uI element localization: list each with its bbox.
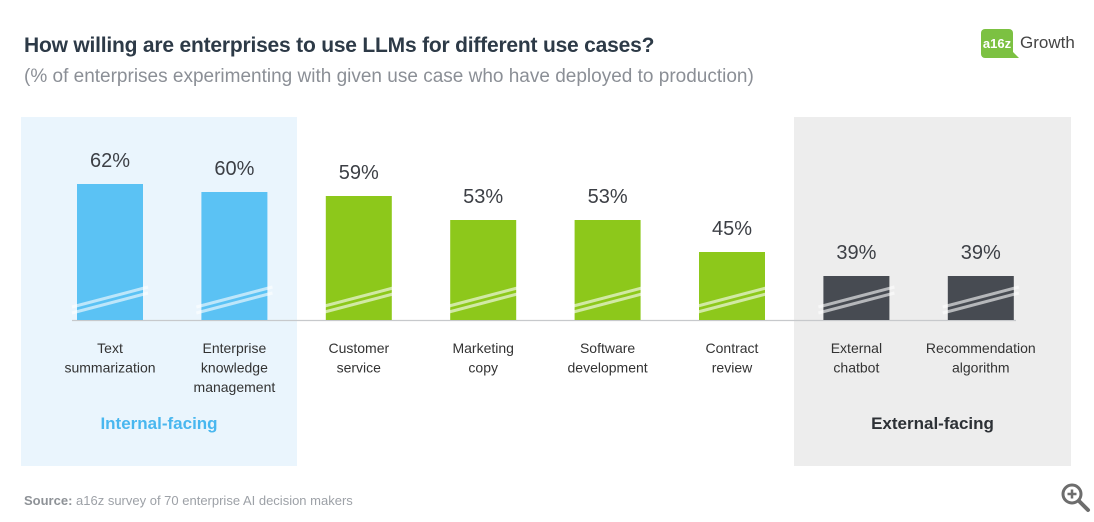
- axis-break-mark: [71, 285, 149, 309]
- category-label-software-development: Software: [580, 340, 635, 356]
- external-facing-label: External-facing: [871, 414, 994, 433]
- chart-subtitle: (% of enterprises experimenting with giv…: [24, 66, 754, 87]
- category-label-marketing-copy: copy: [468, 360, 498, 376]
- axis-break-mark: [942, 291, 1020, 315]
- category-label-recommendation-algorithm: Recommendation: [926, 340, 1036, 356]
- category-label-text-summarization: summarization: [64, 360, 155, 376]
- bar-customer-service: [325, 196, 392, 320]
- bar-enterprise-knowledge-management: [201, 192, 268, 320]
- category-label-contract-review: review: [712, 360, 753, 376]
- category-label-text-summarization: Text: [97, 340, 123, 356]
- value-label-contract-review: 45%: [712, 218, 752, 240]
- axis-break-mark: [320, 291, 398, 315]
- category-label-external-chatbot: External: [831, 340, 882, 356]
- a16z-logo-badge: a16z: [981, 28, 1019, 58]
- source-text: a16z survey of 70 enterprise AI decision…: [72, 493, 353, 508]
- category-label-external-chatbot: chatbot: [833, 360, 879, 376]
- bar-text-summarization: [77, 184, 143, 320]
- category-label-recommendation-algorithm: algorithm: [952, 360, 1010, 376]
- axis-break-mark: [320, 285, 398, 309]
- value-label-recommendation-algorithm: 39%: [961, 242, 1001, 264]
- axis-break-mark: [818, 291, 895, 315]
- zoom-in-icon[interactable]: [1058, 480, 1092, 514]
- value-label-enterprise-knowledge-management: 60%: [214, 158, 254, 180]
- source-note: Source: a16z survey of 70 enterprise AI …: [24, 493, 353, 508]
- source-label: Source:: [24, 493, 73, 508]
- category-label-marketing-copy: Marketing: [452, 340, 513, 356]
- axis-break-mark: [71, 291, 149, 315]
- axis-break-mark: [196, 285, 273, 309]
- axis-break-mark: [569, 285, 646, 309]
- logo-text: Growth: [1020, 33, 1075, 52]
- value-label-customer-service: 59%: [339, 162, 379, 184]
- category-label-software-development: development: [568, 360, 648, 376]
- value-label-external-chatbot: 39%: [836, 242, 876, 264]
- category-label-enterprise-knowledge-management: management: [194, 379, 276, 395]
- value-label-marketing-copy: 53%: [463, 186, 503, 208]
- chart-title: How willing are enterprises to use LLMs …: [24, 34, 655, 57]
- axis-break-mark: [693, 285, 771, 309]
- category-label-enterprise-knowledge-management: Enterprise: [202, 340, 266, 356]
- category-label-enterprise-knowledge-management: knowledge: [201, 360, 268, 376]
- value-label-text-summarization: 62%: [90, 150, 130, 172]
- axis-break-mark: [444, 291, 522, 315]
- internal-facing-label: Internal-facing: [100, 414, 218, 433]
- category-label-customer-service: Customer: [328, 340, 389, 356]
- axis-break-mark: [818, 285, 895, 309]
- axis-break-mark: [444, 285, 522, 309]
- category-label-contract-review: Contract: [706, 340, 759, 356]
- bar-marketing-copy: [450, 220, 517, 320]
- axis-break-mark: [942, 285, 1020, 309]
- axis-break-mark: [693, 291, 771, 315]
- bar-software-development: [574, 220, 641, 320]
- axis-break-mark: [569, 291, 646, 315]
- axis-break-mark: [196, 291, 273, 315]
- value-label-software-development: 53%: [588, 186, 628, 208]
- a16z-growth-logo: a16z Growth: [981, 28, 1075, 58]
- category-label-customer-service: service: [337, 360, 382, 376]
